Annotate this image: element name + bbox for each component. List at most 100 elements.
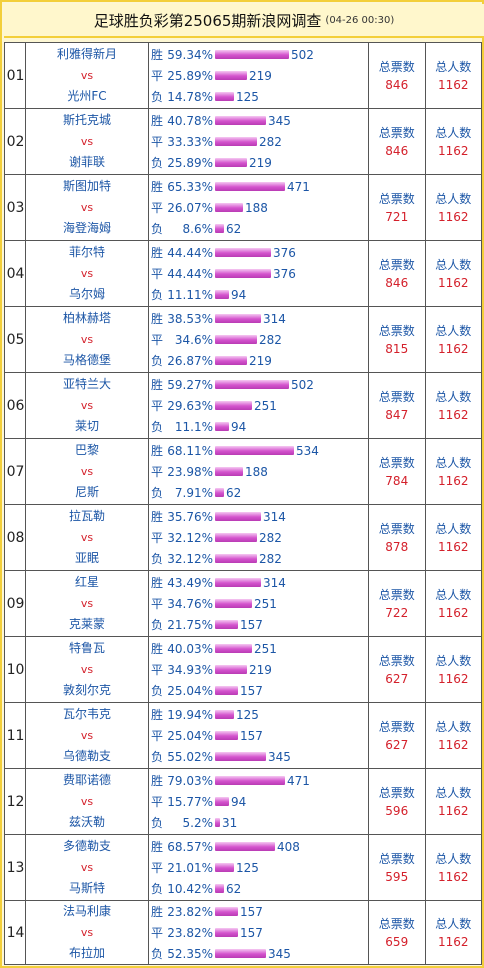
loss-label: 负 [151,222,164,236]
match-number: 02 [4,108,26,175]
total-people-label: 总人数 [435,785,472,800]
draw-percent: 26.07% [167,200,213,215]
home-team[interactable]: 巴黎 [74,443,99,457]
draw-percent: 33.33% [167,134,213,149]
total-votes-label: 总票数 [378,521,415,536]
away-team[interactable]: 谢菲联 [68,155,105,169]
draw-bar [215,137,257,146]
vote-distribution: 胜 68.11% 534 平 23.98% 188 负 7.91% 62 [148,438,369,505]
win-bar [215,776,285,785]
draw-bar [215,665,247,674]
away-team[interactable]: 亚眠 [74,551,99,565]
win-percent: 65.33% [167,179,213,194]
away-team[interactable]: 光州FC [67,89,107,103]
away-team[interactable]: 海登海姆 [62,221,111,235]
draw-row: 平 33.33% 282 [151,131,368,152]
home-team[interactable]: 斯托克城 [62,113,111,127]
loss-row: 负 32.12% 282 [151,548,368,569]
loss-row: 负 5.2% 31 [151,812,368,833]
home-team[interactable]: 法马利康 [62,904,111,918]
win-label: 胜 [151,48,164,62]
vote-distribution: 胜 44.44% 376 平 44.44% 376 负 11.11% 94 [148,240,369,307]
draw-bar [215,71,247,80]
draw-bar [215,467,243,476]
draw-label: 平 [151,465,164,479]
win-percent: 23.82% [167,904,213,919]
away-team[interactable]: 克莱蒙 [68,617,105,631]
win-bar [215,116,266,125]
away-team[interactable]: 敦刻尔克 [62,683,111,697]
home-team[interactable]: 红星 [74,575,99,589]
draw-count: 219 [249,68,272,83]
total-people-label: 总人数 [435,323,472,338]
match-row: 01 利雅得新月 vs 光州FC 胜 59.34% 502 平 25.89% 2… [4,42,482,109]
total-people-cell: 总人数 1162 [424,570,482,637]
win-row: 胜 38.53% 314 [151,308,368,329]
away-team[interactable]: 乌尔姆 [68,287,105,301]
loss-percent: 10.42% [167,881,213,896]
loss-count: 62 [226,221,242,236]
home-team[interactable]: 多德勒支 [62,839,111,853]
match-number: 09 [4,570,26,637]
win-label: 胜 [151,312,164,326]
match-number: 13 [4,834,26,901]
draw-count: 282 [259,134,282,149]
total-people-value: 1162 [437,209,469,224]
loss-bar [215,224,224,233]
away-team[interactable]: 莱切 [74,419,99,433]
home-team[interactable]: 利雅得新月 [56,47,117,61]
total-people-cell: 总人数 1162 [424,834,482,901]
total-people-value: 1162 [437,869,469,884]
total-votes-label: 总票数 [378,257,415,272]
total-people-cell: 总人数 1162 [424,636,482,703]
draw-label: 平 [151,135,164,149]
home-team[interactable]: 费耶诺德 [62,773,111,787]
draw-bar [215,335,257,344]
match-number: 01 [4,42,26,109]
total-people-label: 总人数 [435,719,472,734]
loss-percent: 55.02% [167,749,213,764]
win-row: 胜 43.49% 314 [151,572,368,593]
win-row: 胜 40.03% 251 [151,638,368,659]
total-votes-cell: 总票数 659 [368,900,426,965]
away-team[interactable]: 乌德勒支 [62,749,111,763]
loss-bar [215,488,224,497]
draw-row: 平 26.07% 188 [151,197,368,218]
away-team[interactable]: 兹沃勒 [68,815,105,829]
win-count: 251 [254,641,277,656]
win-percent: 79.03% [167,773,213,788]
match-number: 11 [4,702,26,769]
match-number: 07 [4,438,26,505]
home-team[interactable]: 柏林赫塔 [62,311,111,325]
match-row: 14 法马利康 vs 布拉加 胜 23.82% 157 平 23.82% 157… [4,900,482,965]
total-votes-value: 846 [385,275,409,290]
draw-bar [215,533,257,542]
home-team[interactable]: 特鲁瓦 [68,641,105,655]
home-team[interactable]: 斯图加特 [62,179,111,193]
away-team[interactable]: 马格德堡 [62,353,111,367]
away-team[interactable]: 马斯特 [68,881,105,895]
vote-distribution: 胜 59.27% 502 平 29.63% 251 负 11.1% 94 [148,372,369,439]
match-number: 05 [4,306,26,373]
match-row: 08 拉瓦勒 vs 亚眠 胜 35.76% 314 平 32.12% 282 负… [4,504,482,571]
match-number: 08 [4,504,26,571]
loss-count: 157 [240,617,263,632]
home-team[interactable]: 亚特兰大 [62,377,111,391]
draw-label: 平 [151,926,164,940]
loss-percent: 5.2% [182,815,214,830]
total-votes-label: 总票数 [378,719,415,734]
home-team[interactable]: 瓦尔韦克 [62,707,111,721]
draw-count: 125 [236,860,259,875]
loss-label: 负 [151,288,164,302]
draw-label: 平 [151,663,164,677]
home-team[interactable]: 拉瓦勒 [68,509,105,523]
win-bar [215,710,234,719]
total-votes-value: 721 [385,209,409,224]
total-people-value: 1162 [437,473,469,488]
home-team[interactable]: 菲尔特 [68,245,105,259]
vote-distribution: 胜 40.78% 345 平 33.33% 282 负 25.89% 219 [148,108,369,175]
loss-bar [215,949,266,958]
away-team[interactable]: 尼斯 [74,485,99,499]
draw-percent: 15.77% [167,794,213,809]
away-team[interactable]: 布拉加 [68,946,105,960]
